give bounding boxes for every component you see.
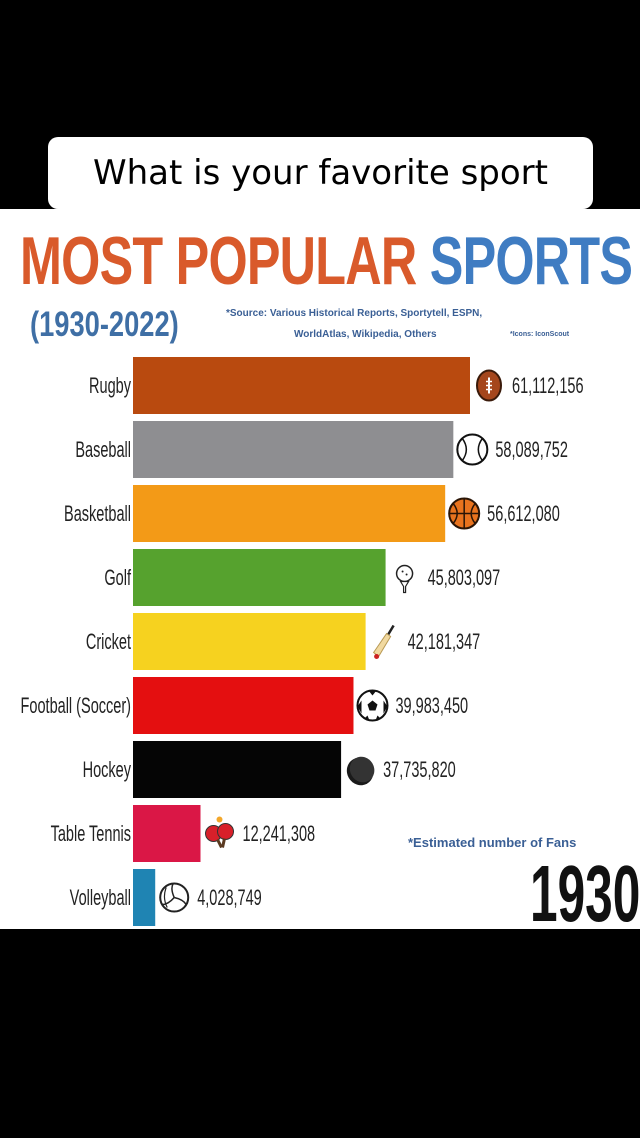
chart-panel: MOST POPULAR SPORTS (1930-2022) *Source:… — [0, 209, 640, 929]
category-label: Rugby — [89, 373, 131, 398]
source-line-1: *Source: Various Historical Reports, Spo… — [226, 308, 483, 319]
category-label: Table Tennis — [51, 821, 131, 846]
cricket-bat-icon — [372, 624, 395, 659]
value-label: 58,089,752 — [495, 437, 568, 462]
bar — [133, 677, 354, 734]
caption-text: What is your favorite sport — [93, 153, 548, 193]
year-range: (1930-2022) — [30, 305, 179, 344]
value-label: 56,612,080 — [487, 501, 560, 526]
value-label: 37,735,820 — [383, 757, 456, 782]
volleyball-icon — [159, 882, 190, 913]
value-label: 12,241,308 — [243, 821, 316, 846]
bar — [133, 421, 454, 478]
category-label: Cricket — [86, 629, 132, 654]
bar — [133, 805, 201, 862]
value-label: 61,112,156 — [512, 373, 584, 398]
category-label: Golf — [104, 565, 131, 590]
category-label: Basketball — [64, 501, 131, 526]
category-label: Volleyball — [70, 885, 131, 910]
table-tennis-icon — [205, 816, 235, 849]
icons-credit: *Icons: IconScout — [510, 331, 570, 338]
rugby-ball-icon — [476, 369, 502, 402]
value-label: 42,181,347 — [408, 629, 481, 654]
hockey-puck-icon — [346, 756, 375, 786]
bar — [133, 741, 342, 798]
current-year: 1930 — [530, 849, 640, 930]
bar — [133, 485, 446, 542]
bar — [133, 613, 366, 670]
basketball-icon — [448, 497, 481, 530]
bar-chart: Rugby 61,112,156 Baseball 58,089,752 Basketb… — [21, 357, 584, 926]
baseball-icon — [456, 433, 489, 466]
value-label: 45,803,097 — [428, 565, 501, 590]
title-part-1: MOST POPULAR — [20, 223, 417, 299]
source-line-2: WorldAtlas, Wikipedia, Others — [294, 329, 437, 340]
category-label: Baseball — [75, 437, 131, 462]
title-part-2: SPORTS — [429, 223, 633, 299]
value-label: 39,983,450 — [395, 693, 468, 718]
chart-title: MOST POPULAR SPORTS — [20, 221, 633, 301]
value-label: 4,028,749 — [197, 885, 262, 910]
category-label: Football (Soccer) — [21, 693, 131, 718]
estimated-note: *Estimated number of Fans — [408, 835, 577, 850]
soccer-ball-icon — [356, 689, 389, 722]
bar — [133, 549, 386, 606]
golf-ball-icon — [395, 564, 414, 594]
caption-box: What is your favorite sport — [48, 137, 593, 209]
category-label: Hockey — [83, 757, 132, 782]
bar — [133, 869, 156, 926]
bar — [133, 357, 470, 414]
